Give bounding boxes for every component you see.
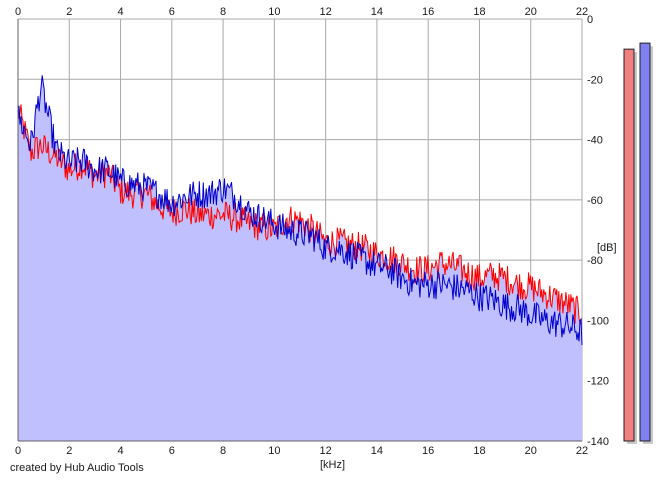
x-tick-label-top: 4 xyxy=(117,6,123,18)
y-tick-label: -60 xyxy=(587,195,603,207)
y-tick-label: -140 xyxy=(587,436,609,448)
x-tick-label-bottom: 8 xyxy=(220,445,226,457)
x-tick-label-top: 10 xyxy=(268,6,280,18)
x-tick-label-bottom: 2 xyxy=(66,445,72,457)
x-tick-label-top: 8 xyxy=(220,6,226,18)
x-tick-label-top: 20 xyxy=(525,6,537,18)
x-tick-label-top: 16 xyxy=(422,6,434,18)
x-tick-labels-top: 0 2 4 6 8 10 12 14 16 18 20 22 xyxy=(15,6,588,18)
y-tick-label: -80 xyxy=(587,255,603,267)
y-tick-label: -100 xyxy=(587,315,609,327)
x-tick-label-top: 18 xyxy=(473,6,485,18)
x-tick-label-bottom: 0 xyxy=(15,445,21,457)
y-tick-label: -20 xyxy=(587,74,603,86)
x-axis-unit-label: [kHz] xyxy=(320,459,345,471)
y-tick-labels: 0 -20 -40 -60 -80 -100 -120 -140 xyxy=(587,14,609,448)
x-tick-label-bottom: 12 xyxy=(320,445,332,457)
level-meter-bar xyxy=(623,48,635,442)
y-axis-unit-label: [dB] xyxy=(597,242,617,254)
y-tick-label: 0 xyxy=(587,14,593,26)
series-line-red xyxy=(17,104,583,325)
level-meter-bar xyxy=(639,42,651,442)
x-tick-label-top: 14 xyxy=(371,6,383,18)
x-tick-label-bottom: 10 xyxy=(268,445,280,457)
plot-area xyxy=(17,19,583,442)
x-tick-label-top: 0 xyxy=(15,6,21,18)
x-tick-label-top: 22 xyxy=(576,6,588,18)
x-tick-label-bottom: 4 xyxy=(117,445,123,457)
x-tick-label-bottom: 22 xyxy=(576,445,588,457)
x-tick-label-top: 12 xyxy=(320,6,332,18)
y-tick-label: -40 xyxy=(587,135,603,147)
x-tick-label-bottom: 6 xyxy=(169,445,175,457)
x-tick-labels-bottom: 0 2 4 6 8 10 12 14 16 18 20 22 xyxy=(15,445,588,457)
x-tick-label-bottom: 20 xyxy=(525,445,537,457)
x-tick-label-bottom: 14 xyxy=(371,445,383,457)
x-tick-label-bottom: 18 xyxy=(473,445,485,457)
credit-text: created by Hub Audio Tools xyxy=(10,462,144,474)
y-tick-label: -120 xyxy=(587,376,609,388)
spectrum-fill-area xyxy=(18,75,582,442)
x-tick-label-top: 2 xyxy=(66,6,72,18)
x-tick-label-top: 6 xyxy=(169,6,175,18)
x-tick-label-bottom: 16 xyxy=(422,445,434,457)
series-line-blue xyxy=(17,75,583,346)
level-meters xyxy=(623,42,653,445)
